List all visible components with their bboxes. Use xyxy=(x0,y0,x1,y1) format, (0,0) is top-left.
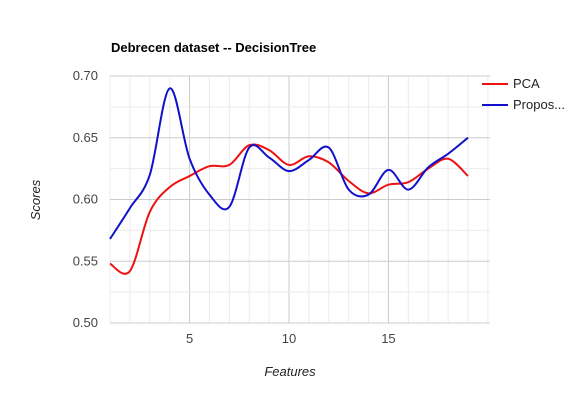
y-axis-ticks: 0.50 0.55 0.60 0.65 0.70 xyxy=(73,68,98,330)
legend-label: Propos... xyxy=(513,97,565,112)
x-tick-label: 5 xyxy=(186,331,193,346)
x-tick-label: 15 xyxy=(381,331,395,346)
x-axis-ticks: 5 10 15 xyxy=(186,331,396,346)
series-line-0 xyxy=(109,143,469,275)
y-axis-label: Scores xyxy=(28,179,43,220)
series-lines xyxy=(109,87,469,275)
legend-label: PCA xyxy=(513,76,540,91)
series-line-1 xyxy=(109,87,469,240)
x-tick-label: 10 xyxy=(282,331,296,346)
grid xyxy=(109,75,490,324)
y-tick-label: 0.55 xyxy=(73,253,98,268)
y-tick-label: 0.70 xyxy=(73,68,98,83)
y-tick-label: 0.60 xyxy=(73,192,98,207)
x-axis-label: Features xyxy=(264,364,316,379)
y-tick-label: 0.65 xyxy=(73,130,98,145)
legend: PCA Propos... xyxy=(482,76,565,112)
y-tick-label: 0.50 xyxy=(73,315,98,330)
chart-title: Debrecen dataset -- DecisionTree xyxy=(111,40,316,55)
